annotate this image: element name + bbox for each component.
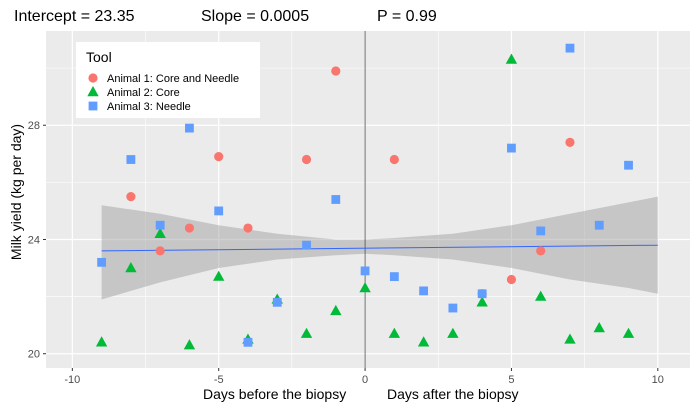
x-axis-label-left: Days before the biopsy [203, 386, 346, 402]
legend-key-series-2 [87, 86, 99, 97]
point-series-1 [389, 154, 399, 165]
point-series-2 [535, 290, 547, 301]
point-series-3 [360, 266, 370, 276]
point-series-2 [154, 227, 166, 238]
point-series-3 [331, 195, 341, 204]
point-series-2 [183, 339, 196, 350]
point-series-3 [448, 303, 458, 313]
point-series-2 [330, 304, 342, 316]
legend-title: Tool [86, 49, 112, 65]
point-series-3 [126, 155, 136, 164]
point-series-2 [564, 333, 576, 344]
x-axis: -10 -5 0 5 10 [64, 368, 664, 386]
point-series-3 [536, 226, 546, 236]
point-series-3 [477, 289, 487, 299]
y-axis: 20 24 28 [28, 120, 46, 361]
point-series-1 [565, 137, 575, 147]
legend: Tool Animal 1: Core and Needle Animal 2: … [76, 42, 260, 118]
point-series-2 [95, 336, 108, 347]
point-series-3 [185, 123, 194, 133]
point-series-3 [419, 286, 429, 296]
point-series-3 [565, 43, 575, 53]
point-series-1 [301, 154, 312, 165]
point-series-3 [97, 257, 107, 267]
point-series-1 [184, 223, 195, 233]
point-series-2 [359, 282, 371, 293]
point-series-3 [389, 272, 399, 282]
legend-label-series-2: Animal 2: Core [107, 87, 180, 99]
legend-key-series-3 [88, 101, 98, 111]
point-series-2 [505, 53, 518, 64]
data-points [95, 43, 635, 350]
title-p-value: P = 0.99 [377, 8, 437, 25]
point-series-2 [476, 296, 488, 307]
point-series-2 [622, 327, 635, 338]
point-series-2 [417, 336, 430, 347]
y-tick-label: 28 [28, 120, 40, 132]
regression-fit-line [101, 244, 658, 252]
title-intercept: Intercept = 23.35 [14, 8, 135, 25]
x-tick-label: 5 [508, 374, 514, 386]
x-tick-label: -5 [214, 374, 224, 386]
legend-label-series-1: Animal 1: Core and Needle [107, 73, 239, 85]
point-series-2 [593, 322, 605, 333]
point-series-1 [506, 274, 517, 285]
legend-label-series-3: Animal 3: Needle [107, 101, 191, 113]
chart-title: Intercept = 23.35 Slope = 0.0005 P = 0.9… [14, 8, 437, 25]
point-series-1 [126, 192, 136, 202]
point-series-3 [624, 160, 633, 170]
point-series-1 [331, 66, 341, 76]
x-tick-label: 10 [652, 374, 664, 386]
regression-line [101, 244, 658, 252]
point-series-3 [243, 337, 253, 347]
point-series-2 [213, 270, 225, 281]
point-series-3 [155, 220, 165, 230]
point-series-2 [300, 327, 313, 338]
point-series-2 [125, 262, 137, 273]
point-series-1 [243, 223, 253, 233]
title-slope: Slope = 0.0005 [201, 8, 309, 25]
legend-key-series-1 [88, 73, 98, 83]
legend-background [76, 42, 260, 118]
point-series-1 [536, 246, 546, 256]
point-series-3 [214, 206, 224, 216]
point-series-3 [594, 220, 604, 230]
x-axis-label-right: Days after the biopsy [387, 386, 519, 402]
point-series-2 [388, 327, 401, 338]
point-series-3 [272, 297, 282, 307]
x-tick-label: -10 [64, 374, 80, 386]
point-series-2 [447, 327, 459, 338]
point-series-1 [214, 152, 224, 162]
point-series-3 [507, 143, 516, 153]
x-tick-label: 0 [362, 374, 368, 386]
y-axis-label: Milk yield (kg per day) [8, 124, 24, 260]
y-tick-label: 24 [28, 234, 40, 246]
point-series-1 [155, 246, 165, 256]
point-series-3 [302, 240, 311, 250]
y-tick-label: 20 [28, 349, 40, 361]
